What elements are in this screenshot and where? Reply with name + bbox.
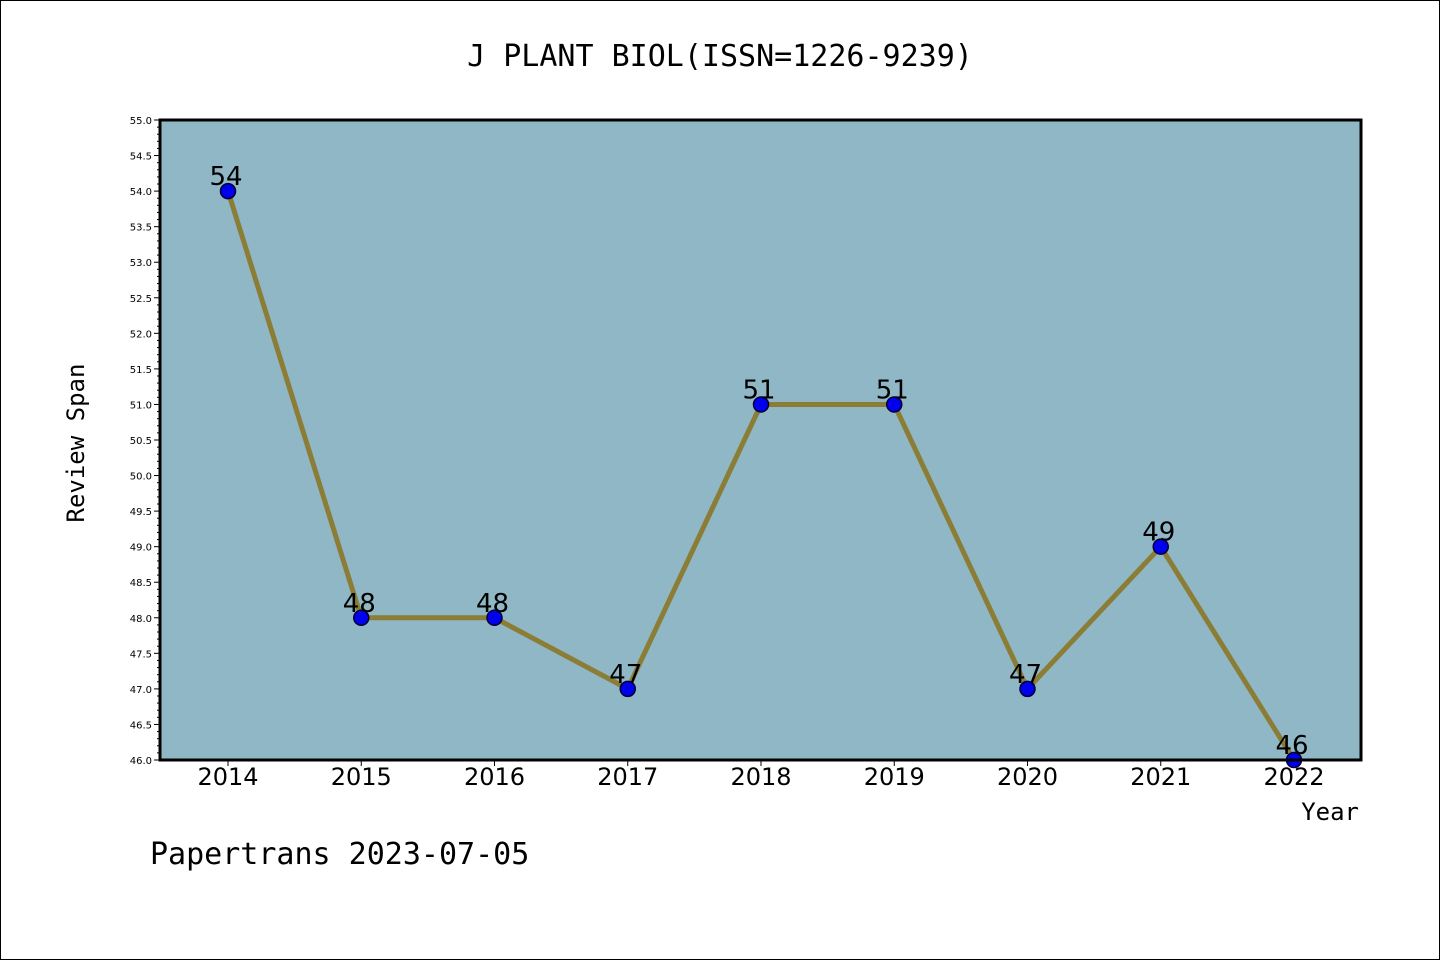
data-label: 48 [476, 589, 509, 619]
x-tick-label: 2014 [197, 763, 258, 791]
x-tick-label: 2020 [997, 763, 1058, 791]
x-tick-label: 2019 [864, 763, 925, 791]
data-point [1152, 538, 1169, 555]
data-label: 47 [1009, 660, 1042, 690]
y-tick-label: 54.0 [130, 187, 152, 198]
y-tick-label: 49.5 [130, 507, 152, 518]
y-tick-label: 49.0 [130, 543, 152, 554]
y-tick-label: 52.0 [130, 329, 152, 340]
footer-text: Papertrans 2023-07-05 [150, 837, 529, 872]
data-label: 51 [742, 375, 775, 405]
y-tick-label: 51.0 [130, 400, 152, 411]
data-label: 46 [1275, 731, 1308, 761]
data-labels-group: 54 48 48 47 51 51 47 49 46 [209, 162, 1308, 761]
data-point [219, 182, 237, 200]
y-tick-label: 53.0 [130, 258, 152, 269]
x-tick-label: 2018 [730, 763, 791, 791]
data-point [619, 680, 636, 698]
y-tick-label: 48.0 [130, 614, 152, 625]
y-tick-label: 50.0 [130, 472, 152, 483]
y-tick-label: 55.0 [130, 116, 152, 127]
y-tick-label: 46.0 [130, 756, 152, 767]
data-point [353, 609, 370, 627]
plot-area [160, 120, 1361, 760]
data-point [486, 609, 503, 627]
y-tick-label: 48.5 [130, 578, 152, 589]
data-point [1019, 680, 1036, 698]
x-axis: 2014 2015 2016 2017 2018 2019 2020 2021 2022 [197, 760, 1325, 791]
y-tick-label: 51.5 [130, 365, 152, 376]
x-tick-label: 2016 [464, 763, 525, 791]
y-tick-label: 47.0 [130, 685, 152, 696]
data-label: 48 [343, 589, 376, 619]
y-tick-label: 47.5 [130, 649, 152, 660]
x-tick-label: 2021 [1130, 763, 1191, 791]
plot-border [158, 118, 1363, 762]
chart-title: J PLANT BIOL(ISSN=1226-9239) [467, 39, 973, 74]
y-tick-label: 52.5 [130, 294, 152, 305]
y-tick-label: 50.5 [130, 436, 152, 447]
data-label: 49 [1142, 518, 1175, 548]
data-label: 51 [876, 375, 909, 405]
data-label: 54 [209, 162, 242, 192]
y-axis: 46.0 46.5 47.0 47.5 48.0 48.5 49.0 49.5 50.0 50.5… [130, 116, 160, 767]
y-tick-label: 53.5 [130, 223, 152, 234]
data-point [752, 396, 770, 413]
y-axis-label: Review Span [62, 364, 90, 523]
y-tick-label: 54.5 [130, 152, 152, 163]
y-tick-label: 46.5 [130, 720, 152, 731]
x-axis-label: Year [1301, 798, 1359, 826]
data-label: 47 [609, 660, 642, 690]
x-tick-label: 2015 [331, 763, 392, 791]
x-tick-label: 2017 [597, 763, 658, 791]
data-point [886, 396, 903, 413]
